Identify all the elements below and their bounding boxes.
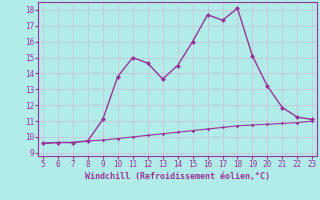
X-axis label: Windchill (Refroidissement éolien,°C): Windchill (Refroidissement éolien,°C): [85, 172, 270, 181]
